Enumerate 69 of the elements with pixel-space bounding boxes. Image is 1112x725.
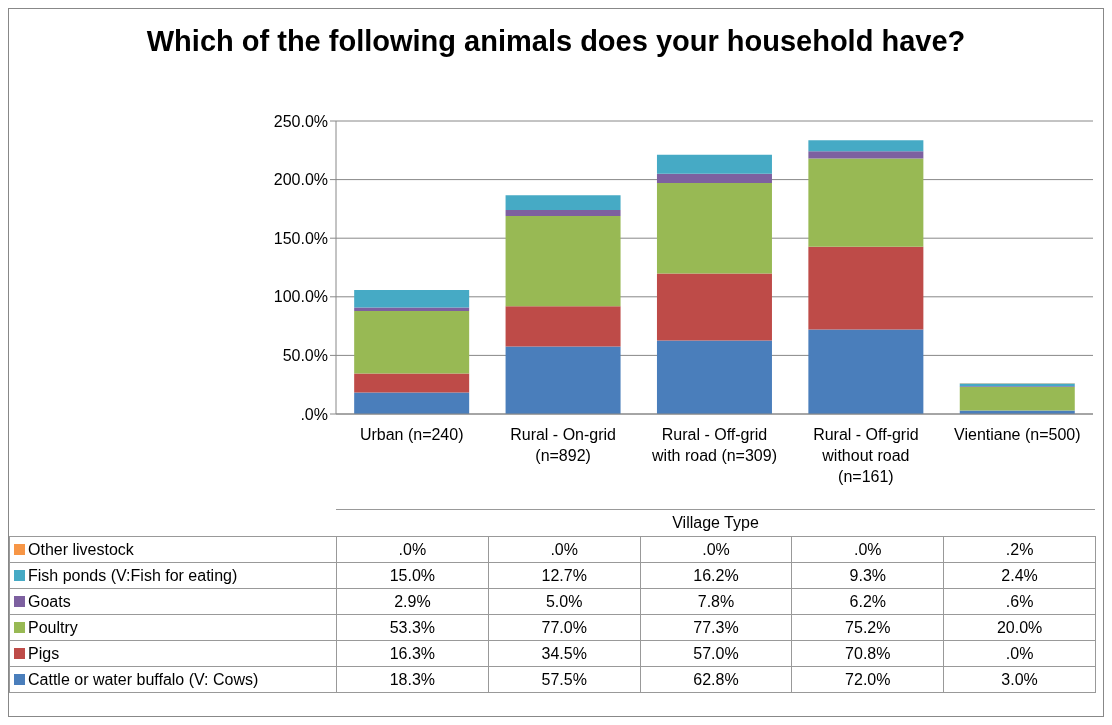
bar <box>959 387 1075 411</box>
data-label: 7.8% <box>640 588 792 615</box>
data-label: 12.7% <box>488 562 641 589</box>
bar <box>354 373 470 393</box>
legend-label: Fish ponds (V:Fish for eating) <box>28 566 238 584</box>
bar <box>505 195 621 211</box>
data-label: 9.3% <box>791 562 944 589</box>
y-tick-label: 100.0% <box>273 288 328 306</box>
bar <box>808 140 924 152</box>
data-label: 15.0% <box>336 562 489 589</box>
data-label: .0% <box>336 536 489 563</box>
data-label: 77.3% <box>640 614 792 641</box>
legend-label: Other livestock <box>28 540 134 558</box>
data-label: .0% <box>488 536 641 563</box>
y-tick-label: .0% <box>300 405 328 423</box>
bar <box>656 154 772 174</box>
chart-title: Which of the following animals does your household have? <box>145 24 967 59</box>
bar <box>505 306 621 347</box>
x-tick-label: Urban (n=240) <box>359 426 464 443</box>
bar <box>808 158 924 247</box>
bar <box>808 246 924 330</box>
y-tick-label: 50.0% <box>282 347 328 365</box>
legend-label: Pigs <box>28 644 60 662</box>
data-label: 2.4% <box>943 562 1096 589</box>
bar <box>354 392 470 414</box>
y-tick-label: 200.0% <box>273 171 328 189</box>
bar <box>505 346 621 414</box>
bar <box>354 290 470 308</box>
x-axis-title: Village Type <box>336 509 1095 536</box>
data-label: .6% <box>943 588 1096 615</box>
data-label: 18.3% <box>336 666 489 693</box>
data-label: 75.2% <box>791 614 944 641</box>
bar <box>656 340 772 414</box>
data-label: 3.0% <box>943 666 1096 693</box>
data-label: 34.5% <box>488 640 641 667</box>
legend-label: Goats <box>28 592 71 610</box>
data-label: 70.8% <box>791 640 944 667</box>
bar <box>656 183 772 274</box>
data-label: 2.9% <box>336 588 489 615</box>
y-tick-label: 250.0% <box>273 112 328 130</box>
bar <box>354 310 470 374</box>
data-label: 57.0% <box>640 640 792 667</box>
data-label: 6.2% <box>791 588 944 615</box>
data-label: 20.0% <box>943 614 1096 641</box>
data-label: .2% <box>943 536 1096 563</box>
data-label: .0% <box>943 640 1096 667</box>
data-label: 53.3% <box>336 614 489 641</box>
x-tick-label: Rural - Off-grid without road (n=161) <box>813 426 919 485</box>
x-tick-label: Rural - On-grid (n=892) <box>510 426 617 464</box>
x-tick-label: Vientiane (n=500) <box>954 426 1081 443</box>
y-tick-label: 150.0% <box>273 229 328 247</box>
data-label: 77.0% <box>488 614 641 641</box>
bar <box>808 151 924 159</box>
bar <box>505 210 621 216</box>
legend-label: Poultry <box>28 618 78 636</box>
data-label: .0% <box>791 536 944 563</box>
data-label: 62.8% <box>640 666 792 693</box>
data-label: 57.5% <box>488 666 641 693</box>
legend-label: Cattle or water buffalo (V: Cows) <box>28 670 259 688</box>
bar <box>656 273 772 341</box>
bar <box>505 215 621 307</box>
data-label: 16.3% <box>336 640 489 667</box>
bar <box>656 173 772 183</box>
data-label: 72.0% <box>791 666 944 693</box>
data-label: 16.2% <box>640 562 792 589</box>
bar <box>808 329 924 414</box>
data-label: .0% <box>640 536 792 563</box>
x-tick-label: Rural - Off-grid with road (n=309) <box>651 426 777 464</box>
data-label: 5.0% <box>488 588 641 615</box>
